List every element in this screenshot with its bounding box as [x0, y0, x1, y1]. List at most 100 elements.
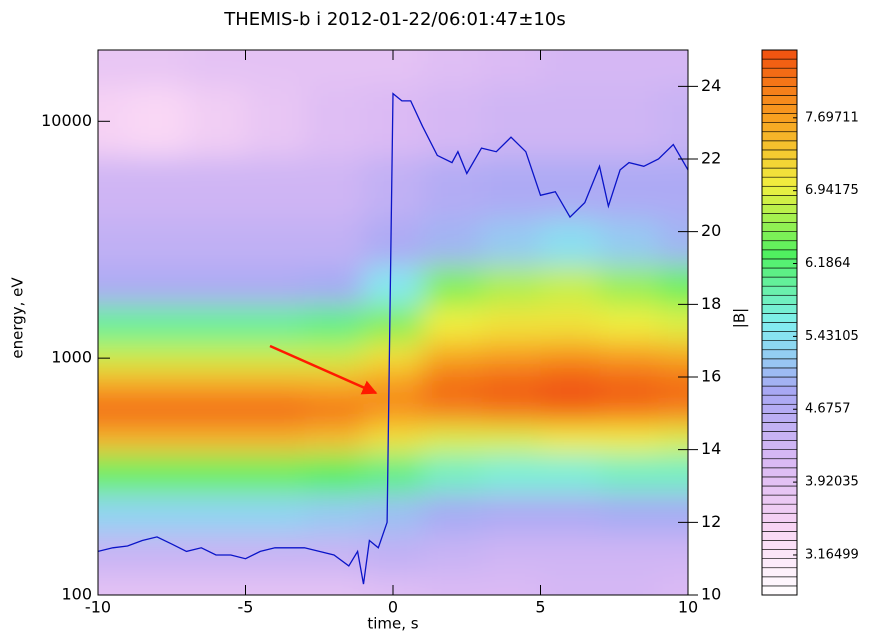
- colorbar-tick-label: 5.43105: [805, 329, 859, 344]
- spectrogram-cell: [658, 265, 688, 306]
- spectrogram-cell: [481, 156, 541, 220]
- spectrogram-cell: [304, 404, 364, 426]
- spectrogram-cell: [304, 265, 364, 306]
- colorbar-band: [761, 449, 798, 460]
- colorbar-band: [761, 213, 798, 223]
- spectrogram-cell: [186, 50, 246, 87]
- spectrogram-cell: [422, 50, 482, 87]
- spectrogram-cell: [658, 574, 688, 595]
- axes: -10 -5 0 5 10 100 1000 10000 10 12 14 16 18 20 22 24: [41, 50, 721, 617]
- colorbar-band: [761, 149, 798, 160]
- spectrogram-cell: [658, 533, 688, 575]
- colorbar-band: [761, 113, 798, 123]
- colorbar-band: [761, 285, 798, 296]
- spectrogram-cell: [540, 574, 600, 595]
- spectrogram-cell: [186, 493, 246, 535]
- spectrogram-cell: [599, 218, 659, 267]
- spectrogram-cell: [599, 305, 659, 342]
- y2-axis-label: |B|: [731, 308, 749, 328]
- spectrogram-cell: [599, 454, 659, 494]
- spectrogram-cell: [186, 366, 246, 386]
- spectrogram-cell: [127, 305, 187, 342]
- spectrogram-cell: [98, 305, 128, 342]
- spectrogram-cell: [481, 493, 541, 535]
- spectrogram-cell: [481, 424, 541, 455]
- spectrogram-cell: [304, 50, 364, 87]
- spectrogram-cell: [127, 50, 187, 87]
- spectrogram-cell: [658, 493, 688, 535]
- spectrogram-cell: [599, 404, 659, 426]
- spectrogram-cell: [658, 156, 688, 220]
- spectrogram-cell: [98, 218, 128, 267]
- spectrogram-cell: [599, 340, 659, 368]
- spectrogram-cell: [127, 424, 187, 455]
- spectrogram-cell: [422, 265, 482, 306]
- spectrogram-cell: [363, 424, 423, 455]
- colorbar-band: [761, 494, 798, 505]
- colorbar: 3.16499 3.92035 4.6757 5.43105 6.1864 6.94175…: [761, 49, 859, 596]
- spectrogram-cell: [363, 384, 423, 406]
- spectrogram-cell: [98, 533, 128, 575]
- spectrogram-cell: [127, 493, 187, 535]
- spectrogram-cell: [422, 424, 482, 455]
- spectrogram: [98, 50, 688, 595]
- y2-tick-label: 18: [701, 294, 721, 313]
- colorbar-band: [761, 122, 798, 133]
- spectrogram-cell: [304, 454, 364, 494]
- colorbar-band: [761, 176, 798, 187]
- colorbar-band: [761, 522, 798, 532]
- spectrogram-cell: [599, 533, 659, 575]
- spectrogram-cell: [422, 454, 482, 494]
- spectrogram-cell: [599, 366, 659, 386]
- spectrogram-cell: [422, 156, 482, 220]
- colorbar-band: [761, 558, 798, 569]
- y2-tick-label: 14: [701, 439, 721, 458]
- x-tick-label: 0: [388, 598, 398, 617]
- colorbar-band: [761, 313, 798, 323]
- spectrogram-cell: [599, 156, 659, 220]
- spectrogram-cell: [540, 424, 600, 455]
- spectrogram-cell: [658, 454, 688, 494]
- spectrogram-cell: [98, 384, 128, 406]
- colorbar-band: [761, 231, 798, 242]
- spectrogram-cell: [304, 493, 364, 535]
- colorbar-band: [761, 394, 798, 405]
- spectrogram-cell: [481, 305, 541, 342]
- spectrogram-cell: [481, 340, 541, 368]
- spectrogram-cell: [481, 265, 541, 306]
- x-tick-label: -10: [85, 598, 111, 617]
- spectrogram-cell: [98, 50, 128, 87]
- colorbar-band: [761, 549, 798, 559]
- colorbar-band: [761, 86, 798, 96]
- y2-tick-label: 10: [701, 585, 721, 604]
- spectrogram-cell: [245, 218, 305, 267]
- spectrogram-cell: [599, 574, 659, 595]
- spectrogram-cell: [422, 384, 482, 406]
- spectrogram-cell: [245, 265, 305, 306]
- spectrogram-cell: [363, 218, 423, 267]
- spectrogram-cell: [127, 156, 187, 220]
- annotation-arrow: [269, 344, 378, 395]
- spectrogram-cell: [304, 574, 364, 595]
- x-tick-label: 5: [535, 598, 545, 617]
- spectrogram-cell: [304, 384, 364, 406]
- spectrogram-cell: [127, 340, 187, 368]
- spectrogram-cell: [98, 156, 128, 220]
- spectrogram-cell: [245, 85, 305, 158]
- y2-tick-label: 24: [701, 76, 721, 95]
- colorbar-tick-label: 3.16499: [805, 547, 859, 562]
- spectrogram-cell: [186, 340, 246, 368]
- spectrogram-cell: [127, 366, 187, 386]
- spectrogram-cell: [245, 305, 305, 342]
- spectrogram-cell: [304, 218, 364, 267]
- spectrogram-cell: [540, 340, 600, 368]
- colorbar-band: [761, 512, 798, 523]
- spectrogram-cell: [245, 384, 305, 406]
- spectrogram-cell: [186, 454, 246, 494]
- colorbar-band: [761, 167, 798, 178]
- colorbar-band: [761, 58, 798, 69]
- spectrogram-cell: [599, 85, 659, 158]
- colorbar-band: [761, 413, 798, 423]
- colorbar-band: [761, 185, 798, 196]
- colorbar-band: [761, 567, 798, 578]
